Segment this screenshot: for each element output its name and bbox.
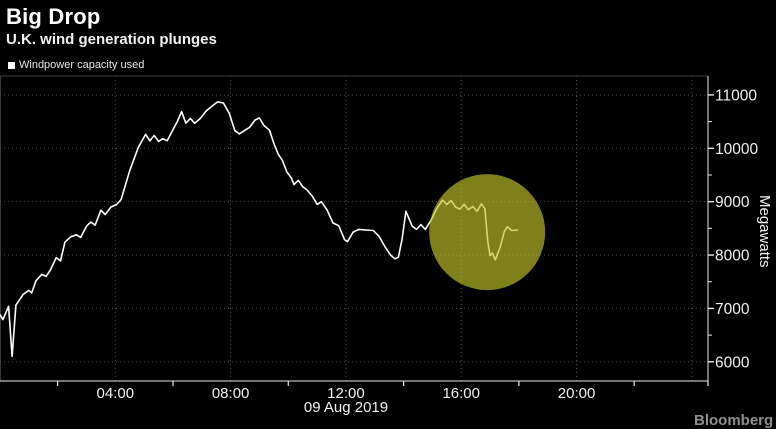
legend-label: Windpower capacity used bbox=[19, 59, 145, 71]
highlight-circle bbox=[429, 174, 546, 291]
y-tick-label: 7000 bbox=[715, 301, 750, 318]
chart-title: Big Drop bbox=[6, 4, 101, 29]
y-tick-label: 8000 bbox=[715, 248, 750, 265]
y-axis-title: Megawatts bbox=[756, 194, 773, 268]
x-tick-label: 08:00 bbox=[212, 385, 250, 402]
x-axis-date-label: 09 Aug 2019 bbox=[303, 399, 389, 416]
x-tick-label: 20:00 bbox=[558, 385, 596, 402]
bloomberg-wordmark: Bloomberg bbox=[694, 412, 774, 429]
y-tick-label: 6000 bbox=[715, 354, 750, 371]
y-tick-label: 9000 bbox=[715, 194, 750, 211]
y-tick-label: 11000 bbox=[715, 87, 757, 104]
chart-subtitle: U.K. wind generation plunges bbox=[6, 31, 217, 48]
chart-canvas: 6000 7000 8000 9000 10000 11000 04:00 08:00 12:0… bbox=[0, 75, 758, 402]
x-tick-label: 16:00 bbox=[442, 385, 480, 402]
y-tick-label: 10000 bbox=[715, 141, 758, 158]
legend-swatch-icon bbox=[8, 61, 15, 69]
legend: Windpower capacity used bbox=[8, 59, 144, 71]
bloomberg-chart-page: { "header": { "title": "Big Drop", "subt… bbox=[0, 4, 774, 429]
x-tick-label: 12:00 bbox=[327, 385, 365, 402]
bloomberg-credit: Bloomberg ■ bbox=[694, 412, 776, 429]
x-tick-label: 04:00 bbox=[97, 385, 135, 402]
